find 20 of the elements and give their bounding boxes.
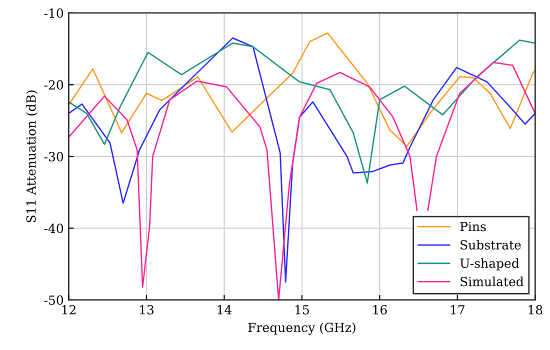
y-tick-label: -40 bbox=[44, 224, 64, 234]
y-axis-title: S11 Attenuation (dB) bbox=[26, 90, 38, 222]
legend-label: Pins bbox=[460, 222, 486, 232]
x-tick-label: 15 bbox=[296, 305, 309, 314]
x-tick-label: 14 bbox=[218, 305, 232, 314]
line-series bbox=[68, 32, 536, 148]
y-tick-label: -20 bbox=[44, 80, 64, 90]
y-tick-label: -50 bbox=[44, 295, 64, 305]
x-tick-label: 16 bbox=[373, 305, 387, 314]
line-series bbox=[68, 40, 536, 184]
x-tick-label: 18 bbox=[528, 305, 542, 314]
x-tick-label: 12 bbox=[62, 305, 76, 314]
x-tick-label: 17 bbox=[450, 305, 464, 314]
y-tick-label: -10 bbox=[44, 8, 64, 18]
x-axis-title: Frequency (GHz) bbox=[248, 322, 356, 335]
y-tick-label: -30 bbox=[44, 152, 64, 162]
legend-label: U-shaped bbox=[460, 258, 520, 270]
legend-label: Substrate bbox=[460, 240, 521, 250]
x-tick-label: 13 bbox=[140, 305, 154, 314]
legend-label: Simulated bbox=[460, 276, 524, 286]
